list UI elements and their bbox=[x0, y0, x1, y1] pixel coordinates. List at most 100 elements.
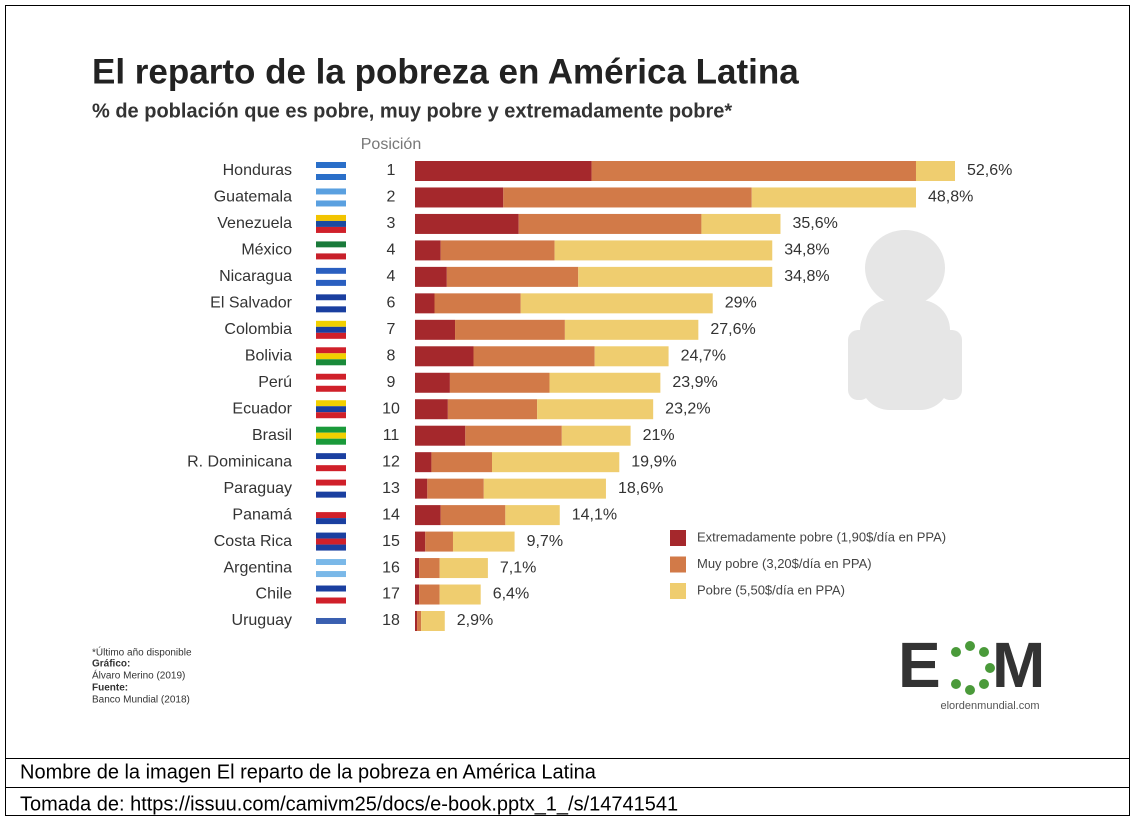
flag-stripe bbox=[316, 174, 346, 180]
total-label: 18,6% bbox=[618, 480, 663, 497]
logo-site: elordenmundial.com bbox=[940, 700, 1039, 712]
bar-segment bbox=[520, 293, 713, 314]
total-label: 7,1% bbox=[500, 559, 536, 576]
notes: *Último año disponible Gráfico: Álvaro M… bbox=[92, 646, 192, 706]
category-label: Argentina bbox=[224, 559, 293, 576]
bar-segment bbox=[415, 319, 456, 340]
flag-stripe bbox=[316, 544, 346, 551]
chart-subtitle: % de población que es pobre, muy pobre y… bbox=[92, 100, 732, 122]
flag-stripe bbox=[316, 453, 346, 460]
category-label: Bolivia bbox=[245, 348, 292, 365]
flag-stripe bbox=[316, 432, 346, 439]
flag-stripe bbox=[316, 300, 346, 307]
bar-segment bbox=[415, 584, 420, 605]
bar-segment bbox=[415, 399, 448, 420]
total-label: 23,9% bbox=[672, 374, 717, 391]
bar-segment bbox=[419, 584, 440, 605]
logo-letter: M bbox=[992, 629, 1045, 701]
position-label: 4 bbox=[387, 242, 396, 259]
bar-segment bbox=[439, 558, 488, 579]
flag-stripe bbox=[316, 347, 346, 354]
flag-stripe bbox=[316, 538, 346, 545]
total-label: 34,8% bbox=[784, 242, 829, 259]
category-label: Panamá bbox=[232, 506, 292, 523]
bar-segment bbox=[415, 452, 432, 473]
legend-label: Extremadamente pobre (1,90$/día en PPA) bbox=[697, 529, 946, 544]
position-label: 17 bbox=[382, 586, 400, 603]
flag-stripe bbox=[316, 571, 346, 578]
flag-stripe bbox=[316, 294, 346, 301]
flag-stripe bbox=[316, 406, 346, 413]
note: Gráfico: bbox=[92, 659, 130, 670]
position-label: 16 bbox=[382, 559, 400, 576]
bar-segment bbox=[483, 478, 606, 499]
flag-stripe bbox=[316, 465, 346, 472]
position-label: 13 bbox=[382, 480, 400, 497]
flag-stripe bbox=[316, 412, 346, 419]
total-label: 48,8% bbox=[928, 189, 973, 206]
legend-label: Muy pobre (3,20$/día en PPA) bbox=[697, 556, 872, 571]
flag-stripe bbox=[316, 253, 346, 260]
category-label: México bbox=[241, 242, 292, 259]
logo-ring bbox=[951, 641, 995, 695]
category-label: Brasil bbox=[252, 427, 292, 444]
bar-segment bbox=[415, 293, 435, 314]
bar-segment bbox=[415, 531, 426, 552]
bar-segment bbox=[417, 610, 422, 631]
bar-segment bbox=[449, 372, 550, 393]
bar-segment bbox=[915, 161, 955, 181]
total-label: 21% bbox=[643, 427, 675, 444]
logo-letter: E bbox=[898, 629, 941, 701]
flag-stripe bbox=[316, 353, 346, 360]
flag-stripe bbox=[316, 194, 346, 201]
bar-segment bbox=[431, 452, 492, 473]
bar-segment bbox=[415, 425, 466, 446]
flag-stripe bbox=[316, 385, 346, 392]
position-label: 10 bbox=[382, 400, 400, 417]
flag-stripe bbox=[316, 591, 346, 598]
total-label: 9,7% bbox=[527, 533, 563, 550]
category-label: Venezuela bbox=[217, 215, 292, 232]
bar-segment bbox=[447, 399, 538, 420]
flag-stripe bbox=[316, 188, 346, 195]
total-label: 2,9% bbox=[457, 612, 493, 629]
category-label: Uruguay bbox=[232, 612, 292, 629]
flag-stripe bbox=[316, 267, 346, 274]
flag-stripe bbox=[316, 518, 346, 525]
flag-stripe bbox=[316, 559, 346, 566]
person-icon bbox=[848, 230, 962, 410]
category-label: Honduras bbox=[223, 162, 292, 179]
bar-segment bbox=[425, 531, 453, 552]
position-label: 9 bbox=[387, 374, 396, 391]
legend-swatch bbox=[670, 556, 686, 573]
note: Álvaro Merino (2019) bbox=[92, 669, 185, 682]
legend-label: Pobre (5,50$/día en PPA) bbox=[697, 582, 845, 597]
flag-stripe bbox=[316, 320, 346, 327]
flag-stripe bbox=[316, 459, 346, 466]
flag-stripe bbox=[316, 247, 346, 254]
flag-stripe bbox=[316, 200, 346, 207]
position-label: 15 bbox=[382, 533, 400, 550]
position-label: 8 bbox=[387, 348, 396, 365]
flag-stripe bbox=[316, 214, 346, 221]
flag-stripe bbox=[316, 332, 346, 339]
bar-segment bbox=[415, 346, 474, 367]
flag-stripe bbox=[316, 326, 346, 333]
legend-swatch bbox=[670, 583, 686, 599]
bar-segment bbox=[446, 266, 579, 287]
bar-segment bbox=[518, 213, 702, 234]
flag-stripe bbox=[316, 585, 346, 592]
bar-segment bbox=[455, 319, 565, 340]
chart-title: El reparto de la pobreza en América Lati… bbox=[92, 52, 799, 91]
flag-stripe bbox=[316, 226, 346, 233]
bar-segment bbox=[564, 319, 699, 340]
position-label: 6 bbox=[387, 295, 396, 312]
bar-segment bbox=[434, 293, 521, 314]
flag-stripe bbox=[316, 359, 346, 366]
note: *Último año disponible bbox=[92, 646, 192, 659]
bar-segment bbox=[421, 610, 445, 631]
total-label: 19,9% bbox=[631, 453, 676, 470]
position-label: 12 bbox=[382, 453, 400, 470]
bar-segment bbox=[415, 610, 418, 631]
flag-stripe bbox=[316, 617, 346, 624]
